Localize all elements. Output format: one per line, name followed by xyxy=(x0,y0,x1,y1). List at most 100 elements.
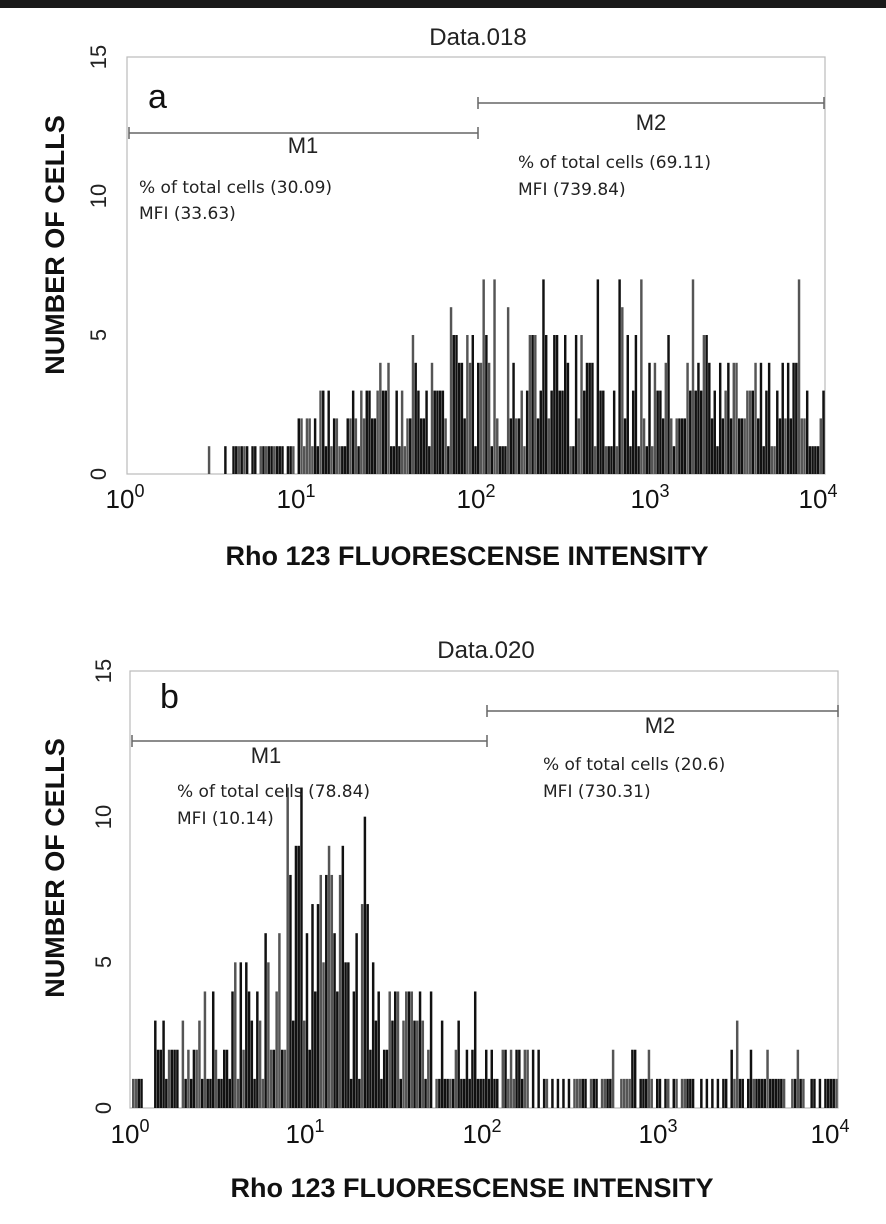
histogram-bar xyxy=(592,1078,596,1108)
histogram-bar xyxy=(550,390,553,474)
histogram-bar xyxy=(280,1049,284,1108)
histogram-bar xyxy=(596,279,600,474)
histogram-bar xyxy=(493,1078,496,1108)
histogram-bar xyxy=(330,874,334,1108)
histogram-bar xyxy=(441,390,445,474)
histogram-bar xyxy=(531,335,534,474)
histogram-bar xyxy=(275,446,279,474)
histogram-bar xyxy=(225,1049,229,1108)
histogram-bar xyxy=(308,1049,311,1108)
histogram-bar xyxy=(672,1078,676,1108)
histogram-bar xyxy=(781,362,784,474)
histogram-bar xyxy=(770,446,774,474)
histogram-bar xyxy=(796,1049,800,1108)
marker-percent-text: % of total cells (20.6) xyxy=(543,755,725,775)
x-tick-label: 101 xyxy=(286,1116,325,1149)
histogram-bar xyxy=(184,1078,187,1108)
histogram-bar xyxy=(653,362,657,474)
histogram-bar xyxy=(496,1078,499,1108)
histogram-bar xyxy=(702,335,706,474)
histogram-bar xyxy=(814,446,817,474)
histogram-bar xyxy=(471,1049,474,1108)
histogram-bar xyxy=(409,418,412,474)
histogram-bar xyxy=(691,1078,695,1108)
histogram-bar xyxy=(425,390,428,474)
histogram-bar xyxy=(667,1078,670,1108)
y-tick-label: 0 xyxy=(86,468,111,480)
histogram-bar xyxy=(733,1078,736,1108)
histogram-bar xyxy=(762,446,765,474)
histogram-bar xyxy=(769,1078,772,1108)
histogram-bar xyxy=(303,446,306,474)
histogram-bar xyxy=(264,933,267,1108)
x-tick-base: 10 xyxy=(463,1119,492,1149)
x-tick-exponent: 0 xyxy=(139,1116,149,1136)
x-tick-base: 10 xyxy=(799,484,828,514)
histogram-bar xyxy=(566,362,570,474)
histogram-bar xyxy=(539,390,542,474)
histogram-bar xyxy=(700,1078,703,1108)
histogram-bar xyxy=(766,1049,769,1108)
histogram-bar xyxy=(457,1020,460,1108)
histogram-bar xyxy=(724,390,727,474)
histogram-bar xyxy=(176,1049,179,1108)
histogram-bar xyxy=(576,1078,579,1108)
histogram-bar xyxy=(360,904,364,1108)
histogram-bar xyxy=(373,418,377,474)
panel-b-histogram-bars xyxy=(132,787,838,1108)
histogram-bar xyxy=(749,1049,753,1108)
histogram-bar xyxy=(694,390,697,474)
histogram-bar xyxy=(236,1078,240,1108)
histogram-bar xyxy=(332,418,336,474)
histogram-bar xyxy=(336,991,339,1108)
histogram-bar xyxy=(417,390,420,474)
histogram-bar xyxy=(473,991,477,1108)
histogram-bar xyxy=(675,1078,678,1108)
histogram-bar xyxy=(270,446,273,474)
histogram-bar xyxy=(462,1078,466,1108)
histogram-bar xyxy=(335,418,339,474)
histogram-bar xyxy=(388,991,391,1108)
histogram-bar xyxy=(451,1078,455,1108)
histogram-bar xyxy=(338,446,341,474)
histogram-bar xyxy=(599,390,602,474)
histogram-bar xyxy=(584,1078,587,1108)
histogram-bar xyxy=(622,1078,626,1108)
histogram-bar xyxy=(507,1078,510,1108)
histogram-bar xyxy=(631,1049,634,1108)
histogram-bar xyxy=(485,1049,488,1108)
histogram-bar xyxy=(455,335,458,474)
histogram-bar xyxy=(449,1078,452,1108)
histogram-bar xyxy=(518,1049,521,1108)
x-tick-exponent: 0 xyxy=(134,481,144,501)
histogram-bar xyxy=(534,335,537,474)
histogram-bar xyxy=(165,1078,168,1108)
histogram-bar xyxy=(286,446,290,474)
histogram-bar xyxy=(760,1078,764,1108)
histogram-bar xyxy=(574,335,578,474)
histogram-bar xyxy=(487,1078,491,1108)
histogram-bar xyxy=(826,1078,830,1108)
histogram-bar xyxy=(633,1049,637,1108)
histogram-bar xyxy=(167,1049,171,1108)
histogram-bar xyxy=(664,362,668,474)
histogram-bar xyxy=(419,418,423,474)
histogram-bar xyxy=(813,1078,816,1108)
histogram-bar xyxy=(333,933,336,1108)
histogram-bar xyxy=(392,446,396,474)
histogram-bar xyxy=(786,362,790,474)
histogram-bar xyxy=(542,1078,546,1108)
histogram-bar xyxy=(496,418,499,474)
y-tick-label: 15 xyxy=(91,659,116,683)
histogram-bar xyxy=(289,446,292,474)
histogram-bar xyxy=(267,446,271,474)
panel-a-title: Data.018 xyxy=(429,24,526,51)
histogram-bar xyxy=(526,1049,529,1108)
histogram-bar xyxy=(460,362,464,474)
histogram-bar xyxy=(134,1078,138,1108)
histogram-bar xyxy=(683,1078,687,1108)
histogram-bar xyxy=(735,1020,739,1108)
histogram-bar xyxy=(463,418,466,474)
histogram-bar xyxy=(738,1078,742,1108)
histogram-bar xyxy=(578,1078,582,1108)
